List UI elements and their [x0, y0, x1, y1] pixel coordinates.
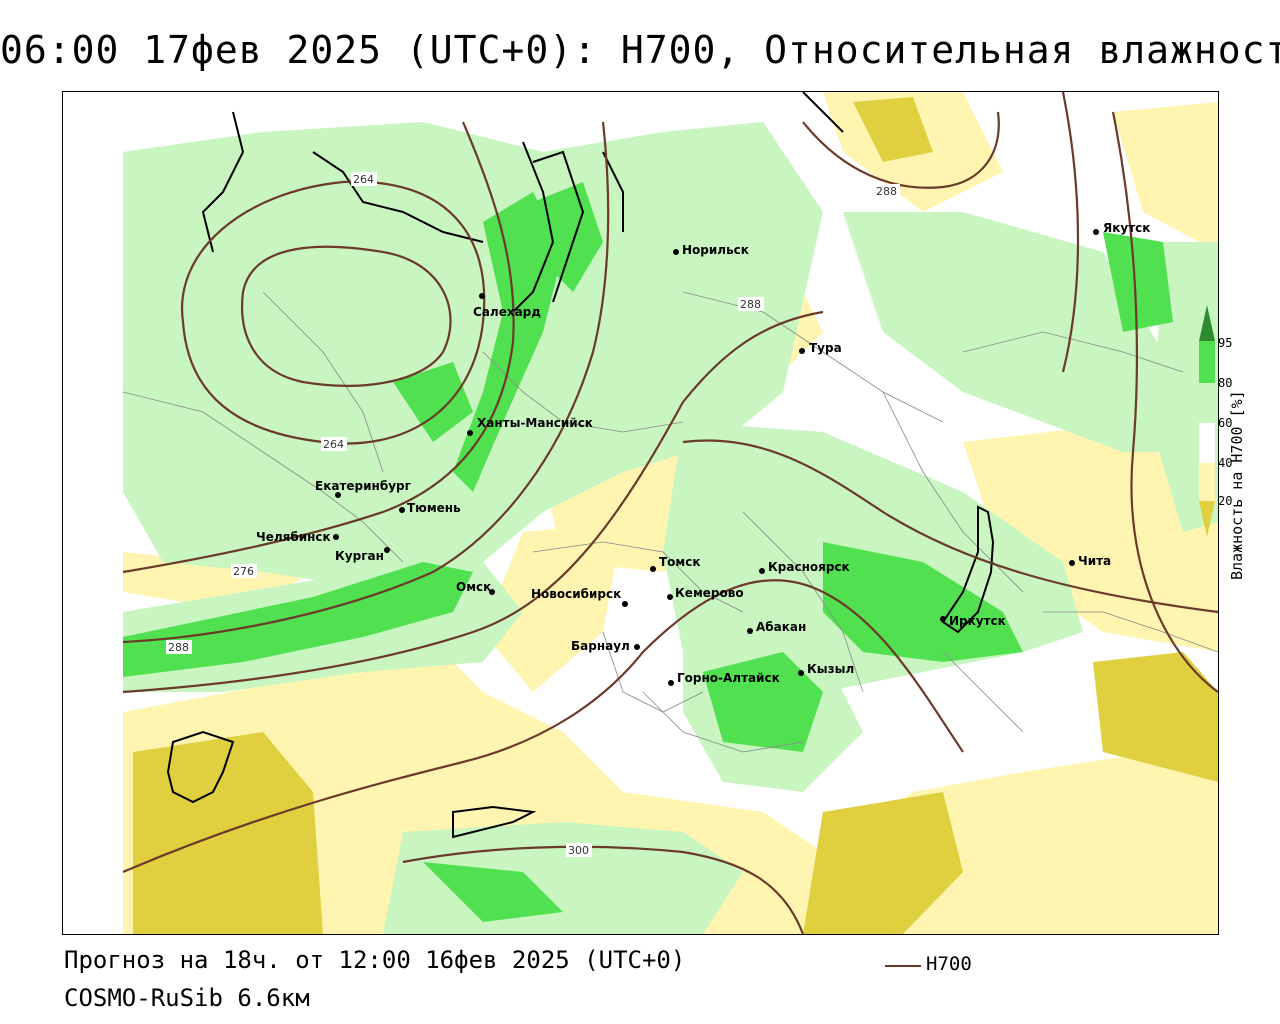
city-dot — [399, 507, 405, 513]
contour-label: 276 — [233, 565, 254, 578]
coastlines — [166, 92, 995, 839]
h700-legend-line — [885, 965, 921, 967]
city-label: Красноярск — [768, 560, 850, 574]
city-dot — [798, 670, 804, 676]
city-dot — [479, 293, 485, 299]
colorbar-title: Влажность на H700 [%] — [1228, 390, 1246, 580]
city-dot — [467, 430, 473, 436]
city-dot — [940, 616, 946, 622]
contour-south-300 — [402, 845, 805, 934]
city-dot — [650, 566, 656, 572]
city-label: Иркутск — [949, 614, 1006, 628]
city-dot — [489, 589, 495, 595]
city-dot — [799, 348, 805, 354]
colorbar-top-triangle — [1199, 305, 1215, 341]
h700-contours — [122, 92, 1218, 934]
city-label: Кызыл — [807, 662, 854, 676]
map-frame: 264 264 276 288 288 288 300 Салехард Нор… — [62, 91, 1219, 935]
city-dot — [667, 594, 673, 600]
colorbar-60-80 — [1199, 383, 1215, 423]
colorbar-tick: 95 — [1218, 336, 1232, 350]
contour-labels: 264 264 276 288 288 288 300 — [166, 172, 900, 857]
contour-label: 288 — [740, 298, 761, 311]
contour-east-2 — [1061, 92, 1080, 373]
colorbar-40-60 — [1199, 423, 1215, 463]
model-name: COSMO-RuSib 6.6км — [64, 984, 310, 1012]
colorbar-20-40 — [1199, 463, 1215, 501]
city-label: Чита — [1078, 554, 1111, 568]
contour-label: 288 — [168, 641, 189, 654]
city-dot — [634, 644, 640, 650]
colorbar-tick: 80 — [1218, 376, 1232, 390]
h700-legend-label: H700 — [926, 953, 972, 975]
city-label: Томск — [659, 555, 701, 569]
humidity-colorbar: 95 80 60 40 20 — [1199, 305, 1232, 537]
contour-288-east — [682, 439, 1218, 614]
contour-east-1 — [1111, 111, 1218, 693]
city-dot — [673, 249, 679, 255]
city-label: Барнаул — [571, 639, 630, 653]
contour-label: 264 — [323, 438, 344, 451]
city-label: Курган — [335, 549, 384, 563]
map-title: 06:00 17фев 2025 (UTC+0): H700, Относите… — [0, 28, 1280, 72]
colorbar-80-95 — [1199, 341, 1215, 383]
contour-288-mid — [122, 310, 824, 694]
city-dot — [668, 680, 674, 686]
city-label: Горно-Алтайск — [677, 671, 780, 685]
contour-288-west — [122, 121, 610, 644]
city-label: Кемерово — [675, 586, 744, 600]
contour-label: 300 — [568, 844, 589, 857]
contour-label: 264 — [353, 173, 374, 186]
colorbar-bottom-triangle — [1199, 501, 1215, 537]
city-label: Ханты-Мансийск — [477, 416, 593, 430]
city-label: Норильск — [682, 243, 749, 257]
contour-label: 288 — [876, 185, 897, 198]
colorbar-tick: 40 — [1218, 456, 1232, 470]
city-dot — [335, 492, 341, 498]
contour-264-outer — [180, 180, 486, 445]
city-label: Салехард — [473, 305, 541, 319]
city-label: Абакан — [756, 620, 806, 634]
colorbar-tick: 60 — [1218, 416, 1232, 430]
contour-300 — [122, 579, 964, 874]
forecast-info: Прогноз на 18ч. от 12:00 16фев 2025 (UTC… — [64, 946, 686, 974]
city-label: Новосибирск — [531, 587, 621, 601]
city-dot — [747, 628, 753, 634]
city-label: Тюмень — [407, 501, 461, 515]
city-label: Тура — [809, 341, 842, 355]
city-label: Челябинск — [256, 530, 331, 544]
city-dot — [622, 601, 628, 607]
humidity-map: 264 264 276 288 288 288 300 Салехард Нор… — [63, 92, 1218, 934]
city-label: Якутск — [1103, 221, 1150, 235]
city-dot — [1069, 560, 1075, 566]
contour-264-inner — [241, 245, 452, 387]
cities: Салехард Норильск Тура Якутск Ханты-Манс… — [256, 221, 1150, 686]
city-dot — [1093, 229, 1099, 235]
contour-276 — [122, 121, 515, 574]
city-dot — [333, 534, 339, 540]
city-dot — [759, 568, 765, 574]
city-label: Екатеринбург — [315, 479, 411, 493]
region-borders — [122, 291, 1218, 753]
colorbar-tick: 20 — [1218, 494, 1232, 508]
city-dot — [384, 547, 390, 553]
contour-north-288 — [802, 111, 1000, 189]
city-label: Омск — [456, 580, 491, 594]
